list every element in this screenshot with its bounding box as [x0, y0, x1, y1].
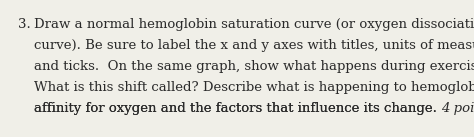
Text: affinity for oxygen and the factors that influence its change.: affinity for oxygen and the factors that…	[34, 102, 441, 115]
Text: curve). Be sure to label the x and y axes with titles, units of measure,: curve). Be sure to label the x and y axe…	[34, 39, 474, 52]
Text: 4 points: 4 points	[441, 102, 474, 115]
Text: Draw a normal hemoglobin saturation curve (or oxygen dissociation: Draw a normal hemoglobin saturation curv…	[34, 18, 474, 31]
Text: 3.: 3.	[18, 18, 31, 31]
Text: and ticks.  On the same graph, show what happens during exercise.: and ticks. On the same graph, show what …	[34, 60, 474, 73]
Text: What is this shift called? Describe what is happening to hemoglobin’s: What is this shift called? Describe what…	[34, 81, 474, 94]
Text: affinity for oxygen and the factors that influence its change.: affinity for oxygen and the factors that…	[34, 102, 441, 115]
